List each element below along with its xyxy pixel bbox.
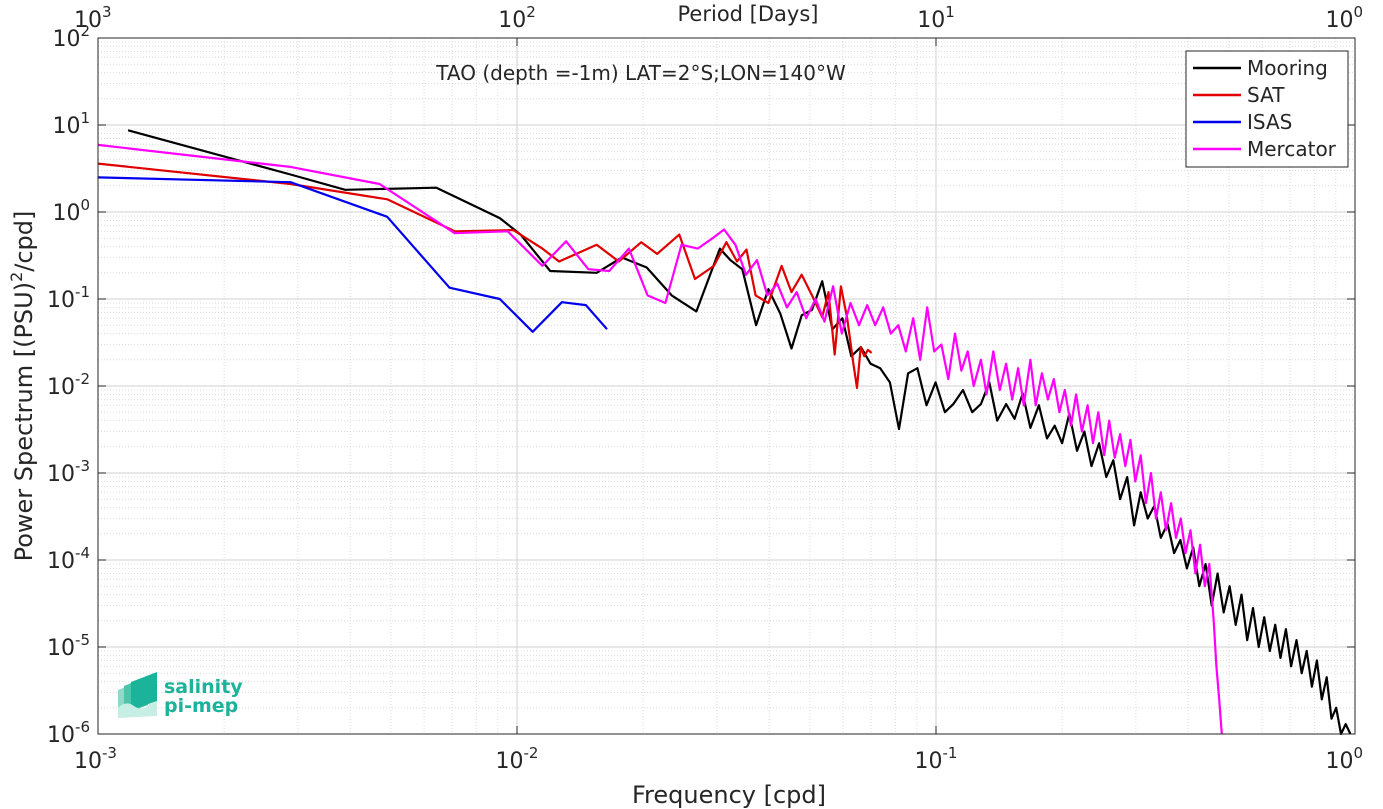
y-tick-label: 101 [52, 109, 90, 139]
series-line-sat [97, 162, 873, 389]
logo-icon [118, 672, 157, 718]
salinity-pi-mep-logo: salinity pi-mep [118, 672, 243, 718]
legend: Mooring SAT ISAS Mercator [1185, 50, 1349, 168]
series-layer [97, 129, 1352, 736]
y-axis-label-exponent: 2 [7, 272, 26, 282]
legend-label-mooring: Mooring [1247, 56, 1328, 80]
x-axis-label: Frequency [cpd] [632, 781, 826, 809]
y-axis-label-unit: /cpd] [10, 211, 38, 272]
y-tick-label: 100 [52, 196, 90, 226]
top-x-tick-label: 100 [1325, 3, 1363, 33]
chart-title: TAO (depth =-1m) LAT=2°S;LON=140°W [435, 61, 846, 85]
logo-text-salinity: salinity [164, 676, 243, 698]
y-axis-label-main: Power Spectrum [(PSU) [10, 282, 38, 561]
x-tick-label: 10-3 [74, 744, 117, 774]
logo-text-pimep: pi-mep [164, 695, 238, 717]
legend-items: Mooring SAT ISAS Mercator [1193, 56, 1337, 161]
x-tick-label: 10-2 [496, 744, 539, 774]
legend-label-isas: ISAS [1247, 110, 1292, 134]
y-tick-label: 10-5 [47, 631, 90, 661]
y-tick-label: 10-1 [47, 283, 90, 313]
y-tick-label: 10-4 [47, 544, 90, 574]
y-tick-label: 10-6 [47, 718, 90, 748]
legend-label-sat: SAT [1247, 83, 1285, 107]
top-x-tick-label: 102 [498, 3, 536, 33]
top-axis-label: Period [Days] [678, 2, 819, 26]
series-line-mooring [127, 129, 1352, 736]
series-line-isas [97, 176, 608, 333]
series-line-mercator [97, 143, 1223, 735]
y-tick-label: 10-2 [47, 370, 90, 400]
top-x-tick-label: 103 [74, 3, 112, 33]
y-tick-label: 10-3 [47, 457, 90, 487]
grid [97, 37, 1356, 735]
legend-label-mercator: Mercator [1247, 137, 1337, 161]
x-tick-label: 100 [1325, 744, 1363, 774]
top-x-tick-label: 101 [917, 3, 955, 33]
legend-box [1185, 50, 1349, 168]
x-tick-label: 10-1 [915, 744, 958, 774]
y-axis-label: Power Spectrum [(PSU)2/cpd] [7, 211, 38, 562]
y-tick-label: 102 [52, 22, 90, 52]
